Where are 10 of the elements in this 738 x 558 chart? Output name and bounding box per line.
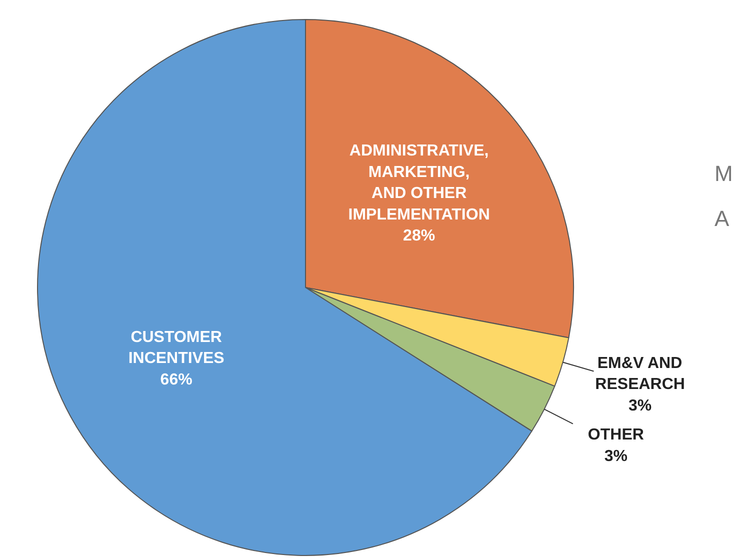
data-label: 66% [160,371,192,388]
slice-label: ADMINISTRATIVE, MARKETING, AND OTHER IMPLEMENTATION [348,142,490,224]
data-label: 3% [628,397,652,414]
slice-label: CUSTOMER INCENTIVES [128,328,225,368]
data-label: 28% [403,228,436,245]
slice-label: OTHER [588,426,644,444]
data-label: 3% [604,448,628,465]
slice-label: EM&V AND RESEARCH [595,354,685,394]
text: M [714,161,733,186]
text: A [714,206,730,231]
